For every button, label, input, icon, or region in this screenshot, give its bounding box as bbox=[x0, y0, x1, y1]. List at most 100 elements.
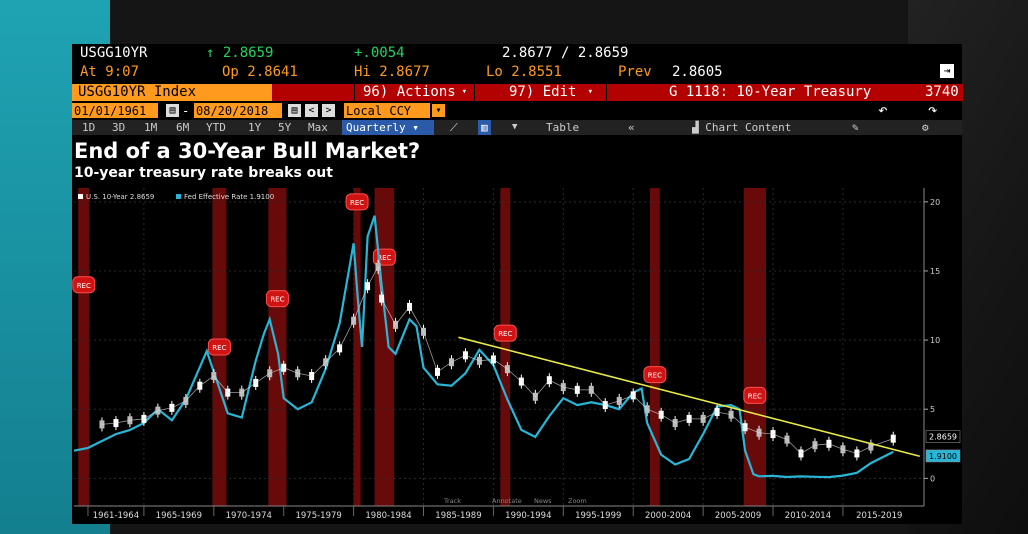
recession-band bbox=[78, 188, 90, 506]
edit-chevron-icon: ▾ bbox=[587, 87, 593, 97]
y-axis-tick-label: 20 bbox=[930, 198, 940, 207]
trend-line bbox=[458, 336, 921, 458]
period-3d[interactable]: 3D bbox=[112, 121, 126, 134]
chart-tool-news: News bbox=[534, 497, 552, 505]
x-axis-tick-label: 2005-2009 bbox=[715, 511, 761, 521]
recession-badge bbox=[743, 386, 767, 404]
ticker: USGG10YR bbox=[80, 45, 148, 61]
y-axis-tick-label: 10 bbox=[930, 336, 940, 345]
ten-year-bar bbox=[99, 420, 105, 429]
last-price: ↑ 2.8659 bbox=[206, 45, 274, 61]
menu-bar: USGG10YR Index 96) Actions ▾ 97) Edit ▾ G … bbox=[72, 84, 963, 101]
fed-effective-rate-line bbox=[73, 215, 894, 479]
chart-title: End of a 30-Year Bull Market? bbox=[74, 139, 421, 163]
bar-chart-icon[interactable]: ▥ bbox=[478, 120, 491, 135]
recession-badge-label: REC bbox=[350, 199, 364, 207]
x-axis-tick-label: 1961-1964 bbox=[93, 511, 139, 521]
recession-band bbox=[743, 188, 767, 506]
end-date-field[interactable]: 08/20/2018 bbox=[194, 103, 282, 118]
currency-chevron-icon[interactable]: ▾ bbox=[432, 104, 445, 117]
graph-number: 3740 bbox=[925, 84, 959, 100]
end-calendar-icon[interactable]: ▤ bbox=[288, 104, 301, 117]
y-axis-tick-label: 15 bbox=[930, 267, 940, 276]
recession-badge bbox=[265, 290, 289, 308]
y-axis-tick-label: 0 bbox=[930, 474, 935, 483]
date-control-bar: 01/01/1961 ▤ - 08/20/2018 ▤ < > Local CC… bbox=[72, 100, 962, 119]
edit-menu[interactable]: 97) Edit ▾ bbox=[474, 84, 605, 101]
edit-chart-icon[interactable]: ✎ bbox=[852, 121, 859, 134]
ten-year-bar bbox=[890, 434, 896, 443]
prev-label: Prev bbox=[618, 64, 652, 80]
currency-select[interactable]: Local CCY bbox=[344, 103, 430, 118]
x-axis-tick-label: 1970-1974 bbox=[226, 511, 272, 521]
period-max[interactable]: Max bbox=[308, 121, 328, 134]
undo-icon[interactable]: ↶ bbox=[878, 100, 888, 119]
frequency-select[interactable]: Quarterly ▾ bbox=[342, 120, 434, 135]
next-period-icon[interactable]: > bbox=[322, 104, 335, 117]
actions-label: 96) Actions bbox=[363, 84, 456, 100]
table-button[interactable]: Table bbox=[546, 121, 580, 134]
recession-badge bbox=[207, 338, 231, 356]
chart-tool-zoom: Zoom bbox=[568, 497, 587, 505]
legend-label: Fed Effective Rate 1.9100 bbox=[184, 193, 274, 201]
start-calendar-icon[interactable]: ▤ bbox=[166, 104, 179, 117]
export-icon[interactable]: ⇥ bbox=[940, 64, 954, 78]
period-1y[interactable]: 1Y bbox=[248, 121, 262, 134]
chart-plot[interactable]: REC REC REC REC REC REC REC REC 0 5 10 15 20 2.8659 1.… bbox=[72, 184, 962, 524]
period-1d[interactable]: 1D bbox=[82, 121, 96, 134]
chart-subtitle: 10-year treasury rate breaks out bbox=[74, 165, 333, 181]
x-axis-tick-label: 2010-2014 bbox=[785, 511, 831, 521]
legend-label: U.S. 10-Year 2.8659 bbox=[86, 193, 154, 201]
recession-badge-label: REC bbox=[377, 254, 391, 262]
collapse-icon[interactable]: « bbox=[628, 121, 635, 134]
settings-gear-icon[interactable]: ⚙ bbox=[922, 121, 929, 134]
chart-tool-annotate: Annotate bbox=[492, 497, 522, 505]
recession-badge bbox=[493, 324, 517, 342]
price-change: +.0054 bbox=[354, 45, 405, 61]
actions-chevron-icon: ▾ bbox=[461, 87, 467, 97]
prev-value: 2.8605 bbox=[672, 64, 723, 80]
security-index[interactable]: USGG10YR Index bbox=[72, 84, 272, 101]
x-axis-tick-label: 2000-2004 bbox=[645, 511, 691, 521]
recession-badge bbox=[345, 193, 369, 211]
period-6m[interactable]: 6M bbox=[176, 121, 190, 134]
ten-year-line bbox=[101, 265, 894, 455]
prev-period-icon[interactable]: < bbox=[305, 104, 318, 117]
legend-swatch bbox=[78, 194, 83, 199]
open-price: Op 2.8641 bbox=[222, 64, 298, 80]
currency-label: Local CCY bbox=[346, 104, 412, 118]
recession-badge-label: REC bbox=[648, 372, 662, 380]
recession-band bbox=[649, 188, 660, 506]
line-chart-icon[interactable]: ⟋ bbox=[450, 121, 458, 134]
recession-band bbox=[500, 188, 511, 506]
date-separator: - bbox=[182, 104, 190, 118]
x-axis-tick-label: 1975-1979 bbox=[295, 511, 341, 521]
start-date-field[interactable]: 01/01/1961 bbox=[72, 103, 158, 118]
quote-row-1: USGG10YR ↑ 2.8659 +.0054 2.8677 / 2.8659 bbox=[72, 44, 962, 62]
x-axis-tick-label: 2015-2019 bbox=[856, 511, 902, 521]
quote-row-2: At 9:07 Op 2.8641 Hi 2.8677 Lo 2.8551 Pr… bbox=[72, 63, 962, 81]
period-ytd[interactable]: YTD bbox=[206, 121, 226, 134]
recession-badge bbox=[643, 366, 667, 384]
graph-title: G 1118: 10-Year Treasury 3740 bbox=[606, 84, 963, 101]
x-axis-tick-label: 1995-1999 bbox=[575, 511, 621, 521]
recession-badge-label: REC bbox=[77, 282, 91, 290]
chart-tool-track: Track bbox=[443, 497, 461, 505]
x-axis-tick-label: 1965-1969 bbox=[156, 511, 202, 521]
redo-icon[interactable]: ↷ bbox=[928, 100, 938, 119]
x-axis-tick-label: 1990-1994 bbox=[505, 511, 551, 521]
graph-title-label: G 1118: 10-Year Treasury bbox=[669, 84, 872, 100]
chart-type-chevron-icon[interactable]: ▼ bbox=[512, 122, 518, 132]
last-value-box bbox=[925, 430, 961, 443]
y-axis-tick-label: 5 bbox=[930, 405, 935, 414]
chart-content-button[interactable]: ▟ Chart Content bbox=[692, 121, 792, 134]
period-1m[interactable]: 1M bbox=[144, 121, 158, 134]
recession-badge-label: REC bbox=[748, 392, 762, 400]
period-5y[interactable]: 5Y bbox=[278, 121, 292, 134]
x-axis-tick-label: 1985-1989 bbox=[435, 511, 481, 521]
actions-menu[interactable]: 96) Actions ▾ bbox=[354, 84, 473, 101]
terminal-window: USGG10YR ↑ 2.8659 +.0054 2.8677 / 2.8659… bbox=[72, 44, 963, 524]
last-value-label: 2.8659 bbox=[929, 433, 957, 442]
recession-badge-label: REC bbox=[212, 344, 226, 352]
recession-badge bbox=[72, 276, 96, 294]
